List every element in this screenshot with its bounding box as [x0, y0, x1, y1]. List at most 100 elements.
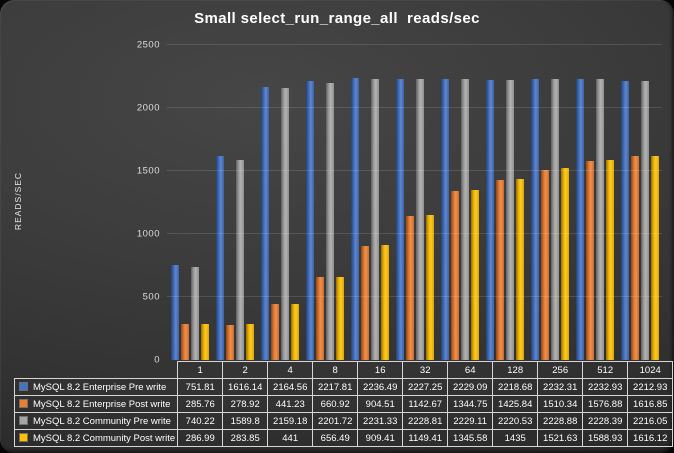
value-cell-mysql-8-2-community-post-write-8: 656.49 — [312, 429, 359, 447]
value-cell-mysql-8-2-enterprise-pre-write-1: 751.81 — [177, 378, 224, 396]
bar-mysql-8-2-community-pre-write-1 — [190, 266, 199, 360]
y-tick-label-2000: 2000 — [136, 102, 160, 114]
value-cell-mysql-8-2-community-post-write-1024: 1616.12 — [627, 429, 674, 447]
bar-mysql-8-2-enterprise-post-write-256 — [540, 169, 549, 360]
category-header-1024: 1024 — [627, 361, 674, 379]
y-tick-label-1500: 1500 — [136, 165, 160, 177]
legend-key-icon-mysql-8-2-enterprise-pre-write — [19, 381, 28, 391]
table-corner-blank — [15, 362, 178, 379]
table-row-mysql-8-2-enterprise-pre-write: MySQL 8.2 Enterprise Pre write 751.81 1616… — [13, 378, 674, 396]
y-tick-label-1000: 1000 — [136, 228, 160, 240]
bar-mysql-8-2-community-pre-write-2 — [235, 159, 244, 360]
legend-label-mysql-8-2-enterprise-pre-write: MySQL 8.2 Enterprise Pre write — [33, 381, 167, 393]
value-cell-mysql-8-2-community-post-write-512: 1588.93 — [582, 429, 629, 447]
value-cell-mysql-8-2-community-pre-write-8: 2201.72 — [312, 412, 359, 430]
bar-mysql-8-2-enterprise-pre-write-8 — [305, 80, 314, 360]
value-cell-mysql-8-2-enterprise-post-write-64: 1344.75 — [447, 395, 494, 413]
legend-cell-mysql-8-2-enterprise-pre-write: MySQL 8.2 Enterprise Pre write — [13, 378, 179, 396]
bar-mysql-8-2-enterprise-post-write-32 — [405, 216, 414, 360]
y-tick-label-0: 0 — [154, 354, 160, 366]
plot-area — [167, 44, 662, 360]
value-cell-mysql-8-2-community-post-write-128: 1435 — [492, 429, 539, 447]
bar-group-256 — [527, 45, 572, 360]
bar-mysql-8-2-enterprise-pre-write-2 — [215, 156, 224, 360]
legend-key-icon-mysql-8-2-community-post-write — [19, 432, 28, 442]
bar-mysql-8-2-community-pre-write-64 — [460, 79, 469, 360]
gridline-2000 — [167, 107, 662, 108]
bar-mysql-8-2-community-post-write-8 — [335, 277, 344, 360]
value-cell-mysql-8-2-enterprise-pre-write-64: 2229.09 — [447, 378, 494, 396]
bar-mysql-8-2-community-post-write-1024 — [650, 156, 659, 360]
value-cell-mysql-8-2-community-pre-write-16: 2231.33 — [357, 412, 404, 430]
bar-mysql-8-2-community-post-write-32 — [425, 215, 434, 360]
value-cell-mysql-8-2-enterprise-post-write-128: 1425.84 — [492, 395, 539, 413]
bar-mysql-8-2-enterprise-post-write-128 — [495, 180, 504, 360]
bar-mysql-8-2-enterprise-post-write-8 — [315, 276, 324, 360]
bar-mysql-8-2-community-post-write-128 — [515, 179, 524, 360]
bar-mysql-8-2-enterprise-post-write-64 — [450, 190, 459, 360]
bar-group-512 — [572, 45, 617, 360]
bar-mysql-8-2-community-pre-write-4 — [280, 87, 289, 360]
bar-mysql-8-2-community-pre-write-8 — [325, 82, 334, 360]
value-cell-mysql-8-2-enterprise-pre-write-512: 2232.93 — [582, 378, 629, 396]
bar-mysql-8-2-community-post-write-2 — [245, 324, 254, 360]
bar-group-16 — [347, 45, 392, 360]
bar-mysql-8-2-community-pre-write-256 — [550, 79, 559, 360]
legend-key-icon-mysql-8-2-enterprise-post-write — [19, 398, 28, 408]
value-cell-mysql-8-2-enterprise-post-write-4: 441.23 — [267, 395, 314, 413]
bar-mysql-8-2-community-post-write-512 — [605, 159, 614, 360]
bar-mysql-8-2-enterprise-post-write-4 — [270, 304, 279, 360]
bar-group-64 — [437, 45, 482, 360]
gridline-2500 — [167, 44, 662, 45]
bar-mysql-8-2-enterprise-post-write-16 — [360, 246, 369, 360]
bars-row — [167, 45, 662, 360]
bar-mysql-8-2-enterprise-post-write-2 — [225, 324, 234, 360]
data-table-legend: 1 2 4 8 16 32 64 128 256 512 1024 MySQL 8.2 Enterp… — [13, 361, 674, 447]
bar-mysql-8-2-community-post-write-4 — [290, 304, 299, 360]
category-header-128: 128 — [492, 361, 539, 379]
bar-mysql-8-2-community-post-write-256 — [560, 168, 569, 360]
value-cell-mysql-8-2-community-pre-write-32: 2228.81 — [402, 412, 449, 430]
legend-key-icon-mysql-8-2-community-pre-write — [19, 415, 28, 425]
bar-mysql-8-2-enterprise-pre-write-256 — [530, 78, 539, 360]
value-cell-mysql-8-2-enterprise-pre-write-4: 2164.56 — [267, 378, 314, 396]
table-header-row: 1 2 4 8 16 32 64 128 256 512 1024 — [15, 361, 674, 379]
bar-mysql-8-2-community-post-write-1 — [200, 323, 209, 360]
category-header-512: 512 — [582, 361, 629, 379]
category-header-256: 256 — [537, 361, 584, 379]
value-cell-mysql-8-2-enterprise-post-write-256: 1510.34 — [537, 395, 584, 413]
value-cell-mysql-8-2-enterprise-post-write-1024: 1616.85 — [627, 395, 674, 413]
legend-label-mysql-8-2-enterprise-post-write: MySQL 8.2 Enterprise Post write — [33, 398, 171, 410]
bar-mysql-8-2-community-pre-write-16 — [370, 78, 379, 360]
category-header-2: 2 — [222, 361, 269, 379]
legend-cell-mysql-8-2-community-pre-write: MySQL 8.2 Community Pre write — [13, 412, 179, 430]
value-cell-mysql-8-2-community-post-write-4: 441 — [267, 429, 314, 447]
legend-cell-mysql-8-2-enterprise-post-write: MySQL 8.2 Enterprise Post write — [13, 395, 179, 413]
value-cell-mysql-8-2-enterprise-pre-write-8: 2217.81 — [312, 378, 359, 396]
value-cell-mysql-8-2-community-pre-write-4: 2159.18 — [267, 412, 314, 430]
table-row-mysql-8-2-community-post-write: MySQL 8.2 Community Post write 286.99 283.… — [13, 429, 674, 447]
value-cell-mysql-8-2-community-post-write-2: 283.85 — [222, 429, 269, 447]
category-header-16: 16 — [357, 361, 404, 379]
bar-mysql-8-2-enterprise-pre-write-1 — [170, 265, 179, 360]
value-cell-mysql-8-2-community-pre-write-256: 2228.88 — [537, 412, 584, 430]
bar-group-32 — [392, 45, 437, 360]
legend-cell-mysql-8-2-community-post-write: MySQL 8.2 Community Post write — [13, 429, 179, 447]
value-cell-mysql-8-2-enterprise-pre-write-16: 2236.49 — [357, 378, 404, 396]
bar-group-8 — [302, 45, 347, 360]
value-cell-mysql-8-2-community-pre-write-64: 2229.11 — [447, 412, 494, 430]
value-cell-mysql-8-2-community-post-write-16: 909.41 — [357, 429, 404, 447]
legend-label-mysql-8-2-community-pre-write: MySQL 8.2 Community Pre write — [33, 415, 171, 427]
y-tick-label-2500: 2500 — [136, 39, 160, 51]
bar-mysql-8-2-community-pre-write-32 — [415, 79, 424, 360]
bar-mysql-8-2-enterprise-pre-write-512 — [575, 78, 584, 360]
value-cell-mysql-8-2-enterprise-post-write-8: 660.92 — [312, 395, 359, 413]
category-header-1: 1 — [177, 361, 224, 379]
value-cell-mysql-8-2-enterprise-post-write-512: 1576.88 — [582, 395, 629, 413]
legend-label-mysql-8-2-community-post-write: MySQL 8.2 Community Post write — [33, 432, 176, 444]
gridline-500 — [167, 296, 662, 297]
bar-mysql-8-2-enterprise-pre-write-16 — [350, 78, 359, 360]
bar-group-1 — [167, 45, 212, 360]
